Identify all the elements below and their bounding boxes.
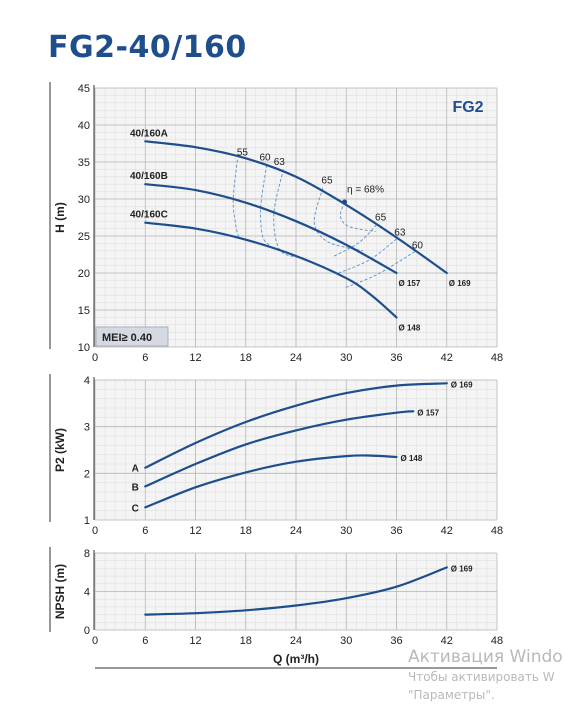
npsh-major-grid — [94, 552, 498, 631]
head-major-grid — [94, 87, 498, 348]
head-y-tick-label: 10 — [78, 342, 90, 354]
efficiency-label: η = 68% — [347, 184, 384, 195]
head-y-tick-label: 20 — [78, 268, 90, 280]
power-x-tick-label: 36 — [390, 525, 402, 537]
npsh-y-tick-label: 0 — [84, 625, 90, 637]
npsh-curve-end-label: Ø 169 — [451, 564, 473, 573]
power-curve-name-label: A — [132, 464, 139, 475]
page-title: FG2-40/160 — [48, 30, 247, 65]
npsh-x-tick-label: 42 — [441, 635, 453, 647]
npsh-x-tick-label: 12 — [189, 635, 201, 647]
npsh-x-tick-label: 24 — [290, 635, 302, 647]
efficiency-label: 65 — [321, 175, 333, 186]
power-major-grid — [94, 379, 498, 521]
head-x-tick-label: 30 — [340, 352, 352, 364]
head-curve-end-label: Ø 157 — [399, 279, 421, 288]
watermark-line-1: Активация Windo — [408, 647, 563, 667]
head-chart: 0 6 12 18 24 30 36 42 48 10 15 20 25 30 35 40 45 H (m) 55 6… — [49, 82, 503, 364]
head-x-tick-label: 18 — [240, 352, 252, 364]
model-badge: FG2 — [452, 99, 483, 116]
efficiency-curve — [339, 201, 376, 233]
head-x-tick-label: 6 — [142, 352, 148, 364]
efficiency-label: 63 — [274, 157, 286, 168]
head-y-tick-label: 30 — [78, 194, 90, 206]
power-curve-end-label: Ø 148 — [401, 454, 423, 463]
head-x-tick-label: 12 — [189, 352, 201, 364]
efficiency-curves — [232, 159, 416, 289]
power-curve-C — [144, 454, 398, 509]
head-x-tick-label: 48 — [491, 352, 503, 364]
head-curve-40/160B — [144, 183, 398, 275]
efficiency-curve — [332, 224, 377, 258]
head-y-tick-label: 40 — [78, 120, 90, 132]
power-x-tick-label: 24 — [290, 525, 302, 537]
head-y-axis-label: H (m) — [53, 202, 67, 233]
head-curve-name-label: 40/160B — [130, 171, 168, 182]
npsh-y-tick-label: 4 — [84, 587, 90, 599]
power-y-tick-label: 2 — [84, 468, 90, 480]
efficiency-curve — [336, 238, 397, 275]
watermark-line-3: "Параметры". — [408, 688, 495, 702]
head-curve-name-label: 40/160C — [130, 210, 168, 221]
head-curve-name-label: 40/160A — [130, 128, 168, 139]
npsh-x-tick-label: 36 — [390, 635, 402, 647]
power-x-tick-label: 6 — [142, 525, 148, 537]
npsh-x-tick-label: 6 — [142, 635, 148, 647]
power-curve-end-label: Ø 157 — [417, 408, 439, 417]
power-y-axis-label: P2 (kW) — [53, 428, 67, 472]
power-y-tick-label: 3 — [84, 422, 90, 434]
mei-label: MEI≥ 0.40 — [102, 332, 152, 344]
efficiency-curve — [273, 169, 307, 259]
npsh-x-axis-label: Q (m³/h) — [273, 652, 319, 666]
head-y-tick-label: 35 — [78, 157, 90, 169]
head-x-tick-label: 42 — [441, 352, 453, 364]
head-x-tick-label: 0 — [92, 352, 98, 364]
efficiency-curve — [313, 187, 364, 252]
head-curve-40/160C — [144, 221, 398, 319]
head-x-tick-label: 24 — [290, 352, 302, 364]
power-curve-B — [144, 410, 415, 488]
power-x-tick-label: 30 — [340, 525, 352, 537]
mei-box — [95, 326, 169, 347]
power-curve-name-label: B — [132, 482, 139, 493]
head-y-tick-label: 25 — [78, 231, 90, 243]
head-y-tick-label: 45 — [78, 83, 90, 95]
power-y-tick-label: 1 — [84, 515, 90, 527]
efficiency-label: 60 — [412, 241, 424, 252]
efficiency-label: 60 — [259, 153, 271, 164]
power-x-tick-label: 0 — [92, 525, 98, 537]
npsh-y-axis-label: NPSH (m) — [53, 564, 67, 619]
power-x-tick-label: 48 — [491, 525, 503, 537]
efficiency-curve — [344, 251, 416, 289]
power-curve-end-label: Ø 169 — [451, 380, 473, 389]
head-curve-40/160A — [144, 140, 448, 275]
npsh-x-tick-label: 48 — [491, 635, 503, 647]
npsh-x-tick-label: 0 — [92, 635, 98, 647]
head-curve-end-label: Ø 148 — [399, 323, 421, 332]
efficiency-label: 63 — [394, 227, 406, 238]
npsh-y-tick-label: 8 — [84, 548, 90, 560]
power-x-tick-label: 12 — [189, 525, 201, 537]
power-x-tick-label: 18 — [240, 525, 252, 537]
power-x-tick-label: 42 — [441, 525, 453, 537]
npsh-x-tick-label: 18 — [240, 635, 252, 647]
watermark-line-2: Чтобы активировать W — [408, 670, 555, 684]
head-curve-end-label: Ø 169 — [449, 279, 471, 288]
efficiency-label: 65 — [375, 212, 387, 223]
power-y-tick-label: 4 — [84, 375, 90, 387]
power-curve-A — [144, 382, 448, 469]
npsh-x-tick-label: 30 — [340, 635, 352, 647]
npsh-curve-main — [144, 566, 448, 616]
head-y-tick-label: 15 — [78, 305, 90, 317]
power-curve-name-label: C — [132, 503, 139, 514]
head-x-tick-label: 36 — [390, 352, 402, 364]
efficiency-label: 55 — [237, 147, 249, 158]
